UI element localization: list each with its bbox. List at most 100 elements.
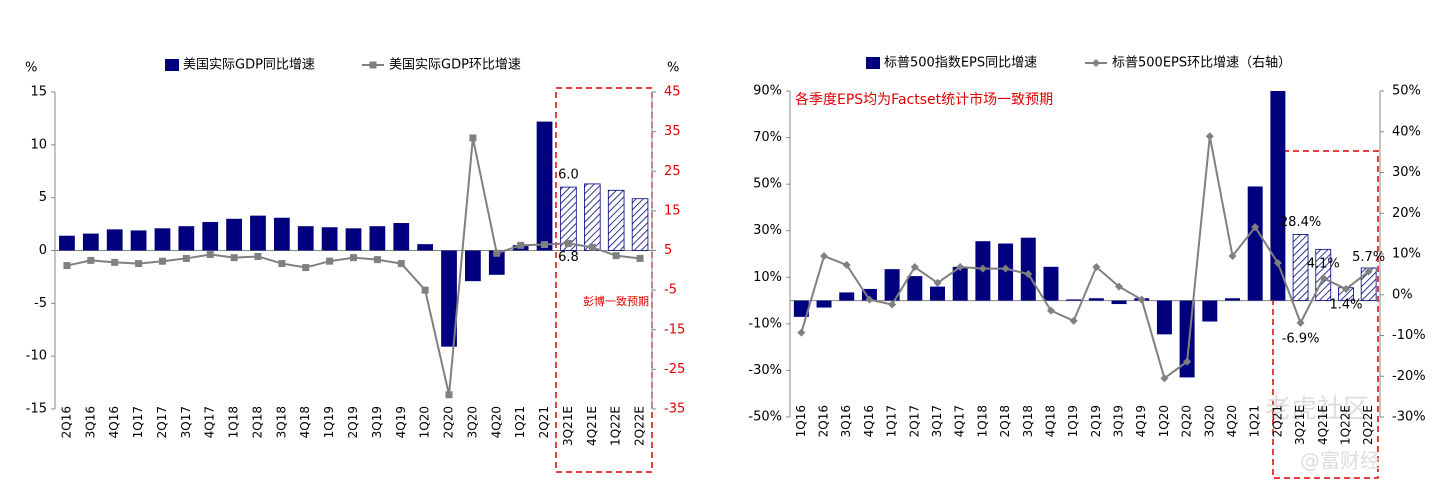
y-tick-label: 10 <box>30 137 47 152</box>
line-marker <box>63 262 71 270</box>
line-marker <box>1001 264 1010 273</box>
bar <box>1225 298 1240 301</box>
y-tick-label: 70% <box>753 130 782 145</box>
line-value-label: 1.4% <box>1329 298 1362 313</box>
x-tick-label: 3Q17 <box>179 406 193 438</box>
x-tick-label: 2Q21 <box>537 406 551 438</box>
y2-tick-label: -30% <box>1392 410 1426 425</box>
y-tick-label: 50% <box>753 177 782 192</box>
x-tick-label: 1Q19 <box>322 406 336 438</box>
line-value-label: 5.7% <box>1352 250 1385 265</box>
line-marker <box>1183 357 1192 366</box>
bar <box>1247 186 1263 301</box>
line-marker <box>350 254 357 262</box>
x-tick-label: 1Q22E <box>1338 405 1352 445</box>
y-tick-label: -15 <box>26 402 47 417</box>
y2-tick-label: 45 <box>664 85 681 100</box>
x-tick-label: 2Q18 <box>998 405 1012 437</box>
y-tick-label: -5 <box>34 296 47 311</box>
x-tick-label: 2Q16 <box>59 406 73 438</box>
bar <box>930 286 945 301</box>
x-tick-label: 1Q22E <box>609 406 623 446</box>
line-marker <box>182 254 190 262</box>
line-marker <box>397 260 405 268</box>
bar <box>59 235 75 251</box>
y2-tick-label: -5 <box>664 283 677 298</box>
line-marker <box>302 264 310 272</box>
bar <box>793 300 809 317</box>
x-tick-label: 2Q16 <box>817 405 831 437</box>
line-value-label: 6.8 <box>558 250 579 265</box>
line-marker <box>111 258 119 266</box>
y2-tick-label: 30% <box>1392 165 1421 180</box>
y2-tick-label: 35 <box>664 124 681 139</box>
x-tick-label: 3Q20 <box>465 406 479 438</box>
legend-label: 美国实际GDP环比增速 <box>389 58 521 73</box>
x-tick-label: 3Q21E <box>1293 405 1307 445</box>
x-tick-label: 2Q19 <box>1089 405 1103 437</box>
line-marker <box>1024 269 1033 278</box>
bar <box>488 250 505 275</box>
legend-label: 美国实际GDP同比增速 <box>183 58 315 73</box>
line <box>66 137 641 395</box>
line-marker <box>865 295 874 304</box>
x-tick-label: 4Q19 <box>1134 405 1148 437</box>
x-tick-label: 3Q19 <box>370 406 384 438</box>
bar-value-label: 28.4% <box>1280 215 1321 230</box>
line-marker <box>230 254 238 262</box>
x-tick-label: 1Q16 <box>794 405 808 437</box>
y2-tick-label: 50% <box>1392 84 1421 99</box>
x-tick-label: 1Q20 <box>1157 405 1171 437</box>
bar <box>907 276 923 301</box>
legend-label: 标普500EPS环比增速（右轴） <box>1112 56 1291 71</box>
y-tick-label: 5 <box>39 190 47 205</box>
bar <box>273 217 290 251</box>
x-tick-label: 1Q19 <box>1066 405 1080 437</box>
line-marker <box>517 241 525 249</box>
x-tick-label: 4Q20 <box>1225 405 1239 437</box>
line-marker <box>1205 132 1214 141</box>
bar-value-label: 6.0 <box>558 168 579 183</box>
line-marker <box>445 391 453 399</box>
x-tick-label: 4Q18 <box>1043 405 1057 437</box>
bar <box>1270 91 1286 301</box>
line-marker <box>1341 285 1350 294</box>
annotation: 彭博一致预期 <box>583 294 649 308</box>
line-marker <box>326 257 334 265</box>
bar <box>536 121 553 251</box>
bar <box>1202 300 1218 322</box>
y2-tick-label: 20% <box>1392 206 1421 221</box>
line-marker <box>421 286 429 294</box>
x-tick-label: 4Q17 <box>953 405 967 437</box>
x-tick-label: 2Q22E <box>1361 405 1375 445</box>
x-tick-label: 3Q16 <box>839 405 853 437</box>
bar <box>1292 234 1309 301</box>
x-tick-label: 3Q18 <box>1021 405 1035 437</box>
line-marker <box>1137 295 1146 304</box>
line-marker <box>588 243 596 251</box>
legend-marker <box>369 61 377 69</box>
line-marker <box>254 252 262 260</box>
y2-tick-label: -10% <box>1392 328 1426 343</box>
y2-tick-label: 15 <box>664 203 681 218</box>
bar <box>321 227 338 251</box>
legend-swatch <box>165 59 179 71</box>
bar <box>130 230 147 251</box>
bar <box>584 183 601 251</box>
x-tick-label: 1Q17 <box>885 405 899 437</box>
bar <box>345 228 362 251</box>
y2-tick-label: -15 <box>664 322 685 337</box>
x-tick-label: 3Q18 <box>274 406 288 438</box>
y-unit: % <box>25 61 37 76</box>
x-tick-label: 3Q17 <box>930 405 944 437</box>
bar <box>816 300 832 308</box>
y2-tick-label: 40% <box>1392 124 1421 139</box>
line-marker <box>1069 316 1078 325</box>
y2-tick-label: 10% <box>1392 247 1421 262</box>
y-tick-label: 90% <box>753 84 782 99</box>
y-tick-label: -30% <box>748 363 782 378</box>
line-marker <box>135 260 143 268</box>
bar <box>465 250 481 282</box>
x-tick-label: 2Q22E <box>633 406 647 446</box>
x-tick-label: 4Q21E <box>585 406 599 446</box>
